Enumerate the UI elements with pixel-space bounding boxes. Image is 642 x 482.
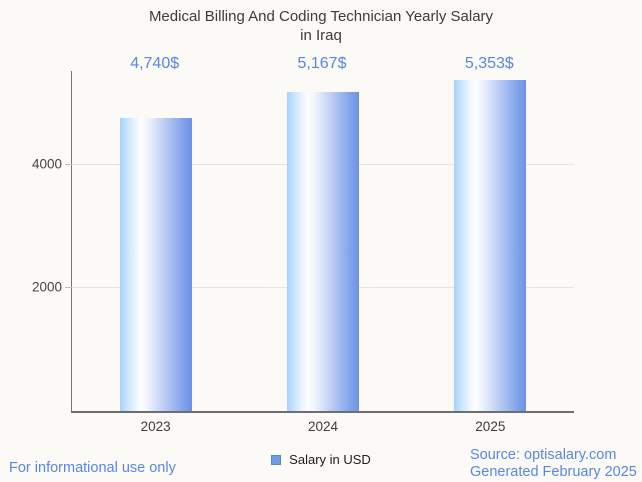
- legend: Salary in USD: [0, 452, 642, 467]
- plot-area: 2000 4000 2023 2024 2025: [32, 71, 574, 434]
- bar-value-label-2024: 5,167$: [297, 55, 347, 72]
- x-tick-label-2023: 2023: [140, 419, 171, 434]
- bar-value-label-2023: 4,740$: [130, 55, 180, 72]
- disclaimer-text: For informational use only: [9, 460, 176, 476]
- source-note: Source: optisalary.com Generated Februar…: [470, 447, 637, 480]
- legend-label: Salary in USD: [289, 452, 371, 467]
- y-tick-mark: [65, 163, 72, 165]
- legend-swatch-icon: [271, 454, 282, 465]
- bar-2024[interactable]: [287, 91, 359, 411]
- y-tick-mark: [65, 287, 72, 289]
- y-tick-label: 4000: [31, 156, 62, 172]
- x-tick-label-2024: 2024: [307, 419, 339, 434]
- chart-title-line1: Medical Billing And Coding Technician Ye…: [148, 8, 494, 25]
- bar-2025[interactable]: [454, 80, 527, 411]
- chart-title-line2: in Iraq: [300, 27, 342, 44]
- x-tick-label-2025: 2025: [475, 419, 506, 434]
- generated-line: Generated February 2025: [470, 463, 637, 480]
- chart-title: Medical Billing And Coding Technician Ye…: [0, 7, 642, 45]
- y-tick-label: 2000: [31, 279, 62, 295]
- bar-2023[interactable]: [119, 117, 192, 411]
- bar-value-label-2025: 5,353$: [464, 55, 514, 72]
- source-line: Source: optisalary.com: [470, 447, 617, 463]
